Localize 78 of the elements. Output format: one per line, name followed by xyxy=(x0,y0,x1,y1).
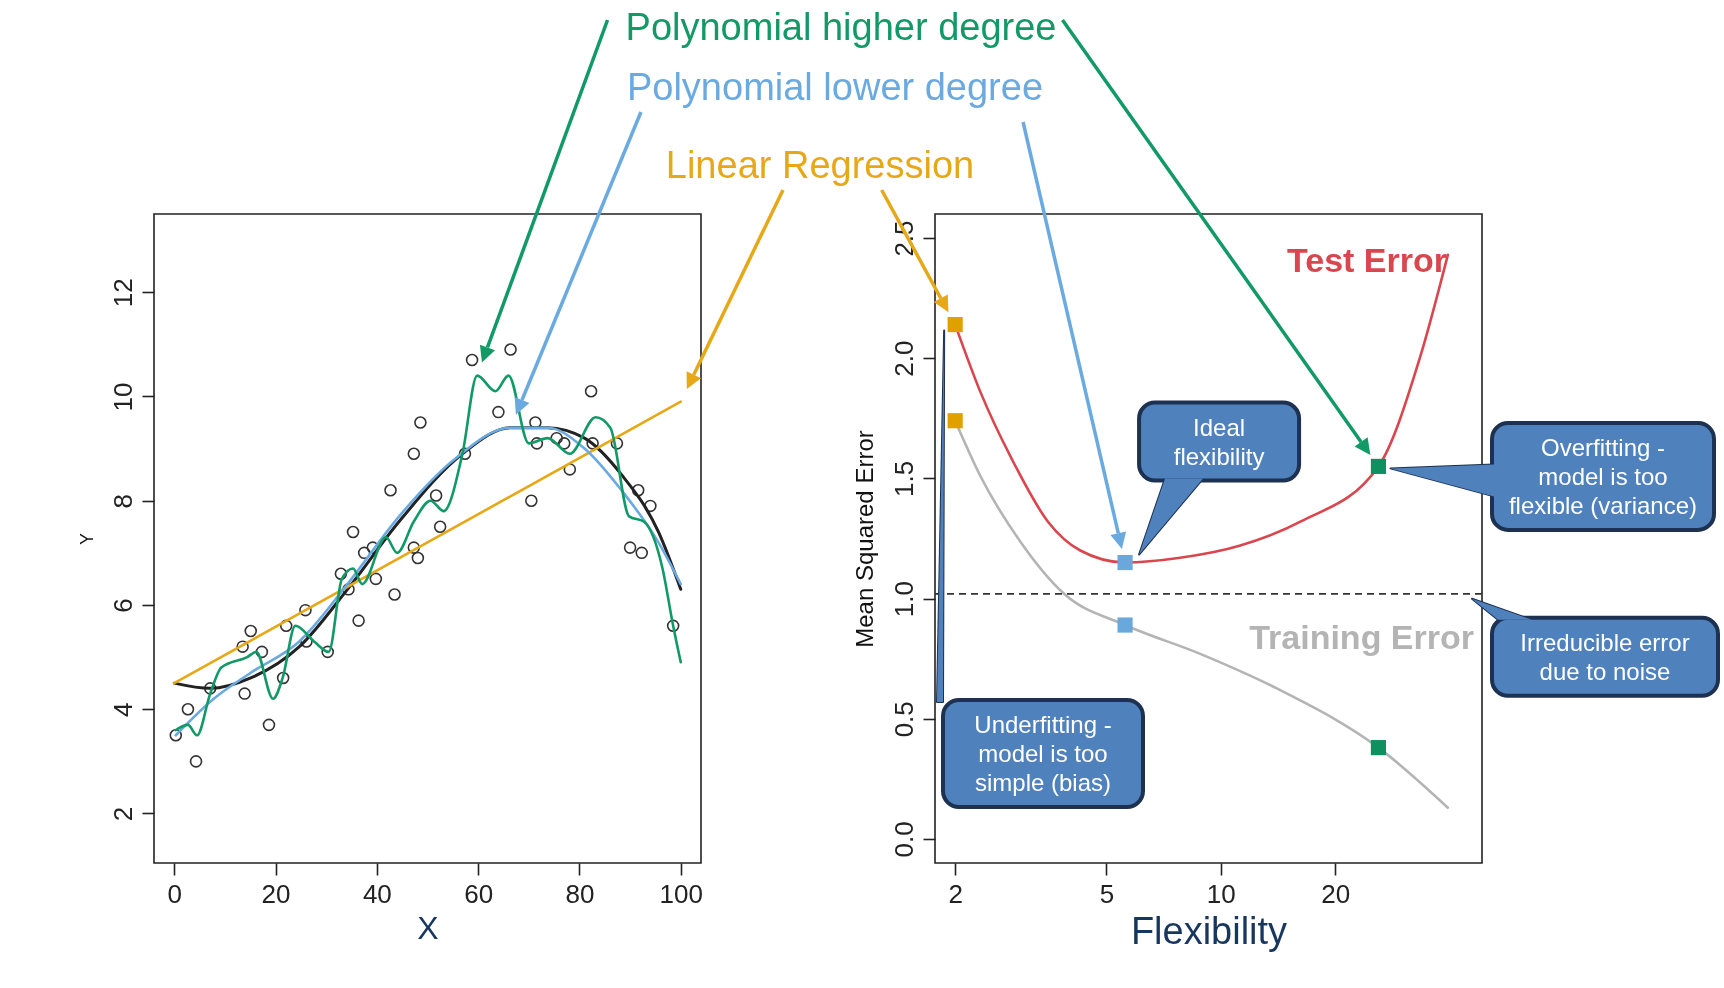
y-tick-label: 4 xyxy=(107,702,138,717)
x-tick-label: 5 xyxy=(1099,878,1115,909)
point xyxy=(279,619,293,633)
point xyxy=(255,645,269,659)
x-tick-label: 0 xyxy=(167,878,182,909)
y-axis-title: Y xyxy=(76,532,97,546)
point xyxy=(557,437,571,450)
point xyxy=(644,499,657,513)
ref-line-label: Irreducible error due to noise xyxy=(1520,628,1690,685)
point xyxy=(407,541,421,554)
y-tick-label: 2 xyxy=(107,806,138,822)
point xyxy=(492,405,505,419)
point xyxy=(414,416,427,429)
x-tick-label: 2 xyxy=(948,878,963,909)
x-axis-title: X xyxy=(417,909,439,946)
point xyxy=(631,484,645,497)
y-tick-label: 12 xyxy=(107,278,138,308)
x-tick-label: 20 xyxy=(1321,878,1351,909)
point xyxy=(203,682,217,695)
point xyxy=(525,494,538,507)
point xyxy=(411,551,425,565)
x-tick-label: 20 xyxy=(261,878,291,909)
point xyxy=(236,640,249,653)
text: Overfitting - model is too flexible (variance) xyxy=(1508,433,1698,519)
point xyxy=(407,447,421,461)
y-tick-label: 2.0 xyxy=(888,340,919,377)
y-tick-label: 0.0 xyxy=(888,821,919,858)
point xyxy=(181,702,195,716)
point xyxy=(388,588,401,601)
series-label: Training Error xyxy=(1249,617,1474,656)
point xyxy=(465,353,479,367)
point xyxy=(635,546,649,560)
y-tick-label: 6 xyxy=(107,598,138,613)
point xyxy=(433,520,447,534)
y-tick-label: 8 xyxy=(107,493,138,509)
point xyxy=(299,603,312,617)
y-tick-label: 1.0 xyxy=(888,581,919,618)
point xyxy=(384,484,397,497)
point xyxy=(530,437,544,450)
point xyxy=(584,384,598,398)
point xyxy=(276,671,290,685)
y-tick-label: 10 xyxy=(107,382,138,412)
point xyxy=(334,567,348,580)
text: Linear Regression xyxy=(665,144,975,186)
x-tick-label: 80 xyxy=(565,878,595,909)
x-axis-title: Flexibility xyxy=(1130,909,1288,952)
point xyxy=(189,755,203,768)
point xyxy=(429,489,443,502)
text: Polynomial lower degree xyxy=(626,66,1044,108)
x-tick-label: 100 xyxy=(659,878,703,909)
point xyxy=(244,624,258,638)
point xyxy=(357,546,371,560)
point xyxy=(169,729,183,742)
point xyxy=(504,343,517,356)
point xyxy=(550,431,563,445)
point xyxy=(262,718,276,732)
annotation: Underfitting - model is too simple (bias) xyxy=(974,711,1112,796)
point xyxy=(563,463,577,476)
series-label: Test Error xyxy=(1287,241,1447,279)
x-tick-label: 60 xyxy=(464,878,494,909)
point xyxy=(238,687,251,700)
point xyxy=(342,583,355,596)
point xyxy=(586,437,599,450)
text: Polynomial higher degree xyxy=(625,6,1057,48)
point xyxy=(458,447,472,461)
point xyxy=(610,437,624,450)
annotation: Ideal flexibility xyxy=(1173,413,1265,470)
y-axis-title: Mean Squared Error xyxy=(850,430,878,648)
point xyxy=(369,572,383,586)
point xyxy=(321,645,334,659)
point xyxy=(346,525,360,539)
point xyxy=(666,619,680,633)
y-tick-label: 1.5 xyxy=(888,460,919,497)
y-tick-label: 0.5 xyxy=(888,701,919,738)
point xyxy=(352,614,365,627)
x-tick-label: 10 xyxy=(1206,878,1236,909)
x-tick-label: 40 xyxy=(362,878,392,909)
point xyxy=(623,541,637,554)
